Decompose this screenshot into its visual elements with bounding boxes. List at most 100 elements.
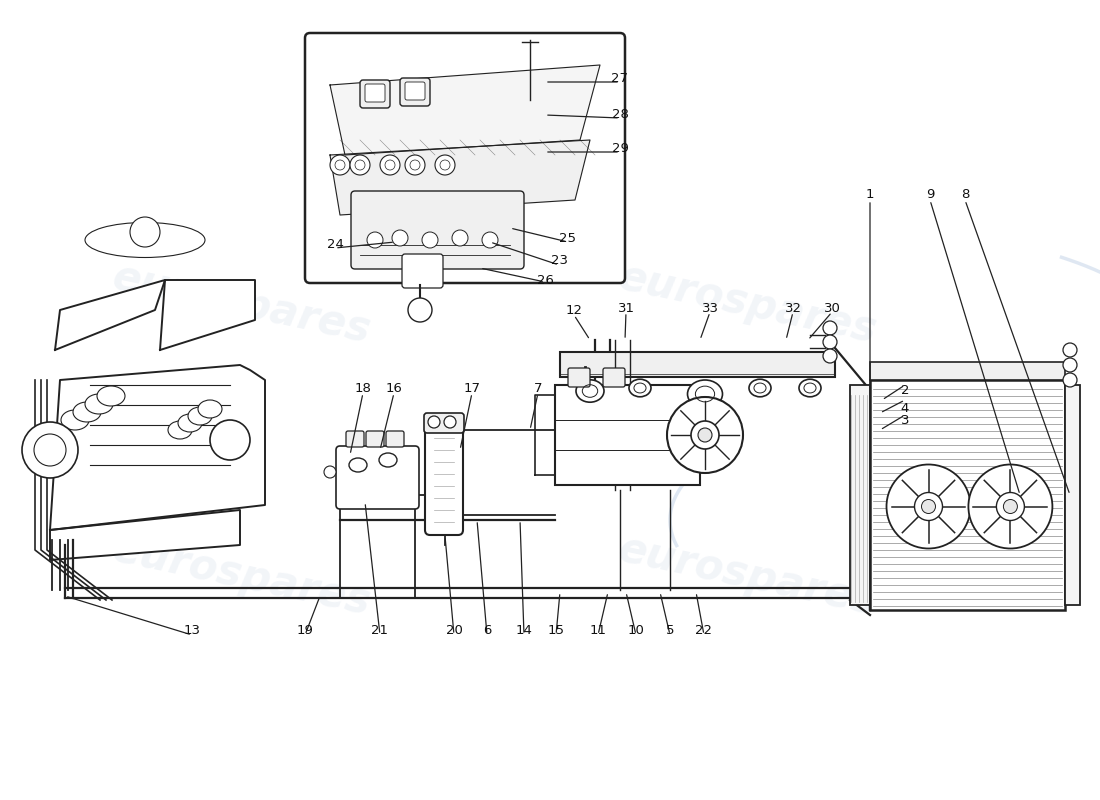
Circle shape: [350, 155, 370, 175]
FancyBboxPatch shape: [360, 80, 390, 108]
Circle shape: [691, 421, 719, 449]
Circle shape: [130, 217, 159, 247]
Circle shape: [698, 428, 712, 442]
Bar: [850, 385, 870, 605]
Polygon shape: [55, 280, 165, 350]
Ellipse shape: [349, 458, 367, 472]
FancyBboxPatch shape: [305, 33, 625, 283]
Circle shape: [823, 349, 837, 363]
Text: 27: 27: [612, 71, 628, 85]
Text: 20: 20: [446, 623, 462, 637]
Circle shape: [422, 232, 438, 248]
Ellipse shape: [799, 379, 821, 397]
Polygon shape: [330, 140, 590, 215]
Circle shape: [667, 397, 743, 473]
Circle shape: [997, 493, 1024, 521]
Ellipse shape: [379, 453, 397, 467]
Ellipse shape: [85, 394, 113, 414]
Text: 33: 33: [702, 302, 718, 314]
Circle shape: [444, 416, 456, 428]
FancyBboxPatch shape: [346, 431, 364, 447]
Text: 5: 5: [666, 623, 674, 637]
Ellipse shape: [188, 407, 212, 425]
FancyBboxPatch shape: [351, 191, 524, 269]
Circle shape: [367, 232, 383, 248]
FancyBboxPatch shape: [365, 84, 385, 102]
Circle shape: [922, 499, 935, 514]
FancyBboxPatch shape: [405, 82, 425, 100]
Text: eurospares: eurospares: [615, 528, 881, 624]
Circle shape: [1063, 373, 1077, 387]
Ellipse shape: [97, 386, 125, 406]
Text: 10: 10: [628, 623, 645, 637]
Circle shape: [823, 335, 837, 349]
Text: 1: 1: [866, 189, 874, 202]
Polygon shape: [50, 510, 240, 560]
Text: eurospares: eurospares: [109, 528, 375, 624]
Text: 15: 15: [548, 623, 564, 637]
FancyBboxPatch shape: [402, 254, 443, 288]
Text: 11: 11: [590, 623, 606, 637]
Circle shape: [392, 230, 408, 246]
Circle shape: [1063, 358, 1077, 372]
Text: 25: 25: [560, 231, 576, 245]
Circle shape: [914, 493, 943, 521]
Circle shape: [428, 416, 440, 428]
Circle shape: [34, 434, 66, 466]
FancyBboxPatch shape: [400, 78, 430, 106]
Circle shape: [330, 155, 350, 175]
Circle shape: [482, 232, 498, 248]
Text: 3: 3: [901, 414, 910, 426]
Circle shape: [452, 230, 468, 246]
Text: eurospares: eurospares: [615, 256, 881, 352]
FancyBboxPatch shape: [424, 413, 464, 433]
Circle shape: [823, 321, 837, 335]
Circle shape: [210, 420, 250, 460]
Ellipse shape: [73, 402, 101, 422]
Circle shape: [405, 155, 425, 175]
Ellipse shape: [70, 213, 220, 267]
Text: 16: 16: [386, 382, 403, 394]
Ellipse shape: [198, 400, 222, 418]
Ellipse shape: [576, 380, 604, 402]
Text: 19: 19: [297, 623, 313, 637]
Text: 30: 30: [824, 302, 840, 314]
Text: 13: 13: [184, 623, 200, 637]
Text: 29: 29: [612, 142, 628, 154]
Text: 9: 9: [926, 189, 934, 202]
Circle shape: [379, 155, 400, 175]
Text: 31: 31: [617, 302, 635, 314]
FancyBboxPatch shape: [568, 368, 590, 387]
Text: 22: 22: [695, 623, 713, 637]
Circle shape: [22, 422, 78, 478]
Bar: [1065, 385, 1080, 605]
Ellipse shape: [178, 414, 202, 432]
Polygon shape: [50, 365, 265, 530]
Text: 28: 28: [612, 109, 628, 122]
FancyBboxPatch shape: [425, 425, 463, 535]
FancyBboxPatch shape: [603, 368, 625, 387]
Ellipse shape: [629, 379, 651, 397]
Text: 18: 18: [354, 382, 372, 394]
Text: 32: 32: [784, 302, 802, 314]
Circle shape: [887, 465, 970, 549]
Text: 23: 23: [550, 254, 568, 266]
Circle shape: [434, 155, 455, 175]
Text: 2: 2: [901, 383, 910, 397]
Bar: [560, 352, 835, 377]
FancyBboxPatch shape: [336, 446, 419, 509]
Circle shape: [1003, 499, 1018, 514]
Ellipse shape: [60, 410, 89, 430]
Text: 14: 14: [516, 623, 532, 637]
Circle shape: [968, 465, 1053, 549]
Text: 6: 6: [483, 623, 492, 637]
Text: 17: 17: [463, 382, 481, 394]
FancyBboxPatch shape: [386, 431, 404, 447]
Ellipse shape: [168, 421, 192, 439]
Polygon shape: [330, 65, 600, 155]
Bar: [556, 385, 700, 485]
Ellipse shape: [749, 379, 771, 397]
Circle shape: [324, 466, 336, 478]
Circle shape: [1063, 343, 1077, 357]
Bar: [870, 362, 1065, 380]
